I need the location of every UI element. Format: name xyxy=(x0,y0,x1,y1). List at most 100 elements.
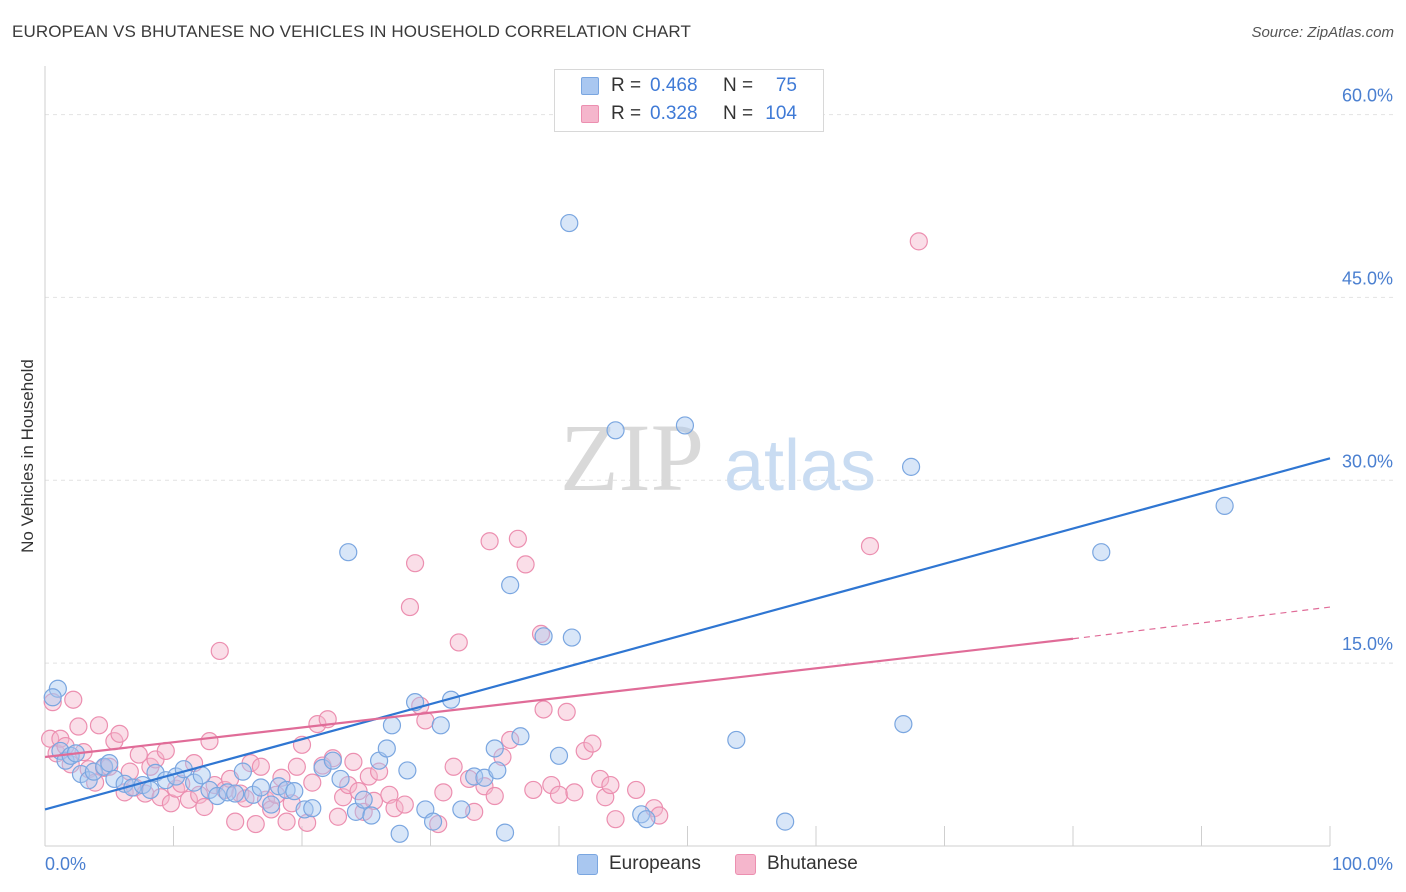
bhutanese-point xyxy=(444,757,463,776)
legend-n-value: 75 xyxy=(775,75,797,96)
europeans-point xyxy=(606,421,625,440)
legend-r-value: 0.468 xyxy=(650,75,698,96)
europeans-point xyxy=(423,812,443,831)
europeans-point xyxy=(632,805,651,824)
europeans-point xyxy=(362,806,381,825)
europeans-point xyxy=(501,576,520,595)
bhutanese-point xyxy=(575,741,594,761)
europeans-point xyxy=(251,778,270,797)
legend-row-europeans: R = 0.468 N = 75 xyxy=(555,74,823,100)
europeans-point xyxy=(285,782,304,801)
europeans-point xyxy=(141,780,160,800)
bhutanese-point xyxy=(64,690,83,709)
bhutanese-point xyxy=(385,799,404,818)
bhutanese-point xyxy=(516,555,535,574)
y-tick-label: 15.0% xyxy=(1342,634,1393,654)
europeans-point xyxy=(84,762,103,781)
bhutanese-point xyxy=(277,812,296,831)
europeans-point xyxy=(105,769,124,789)
bhutanese-point xyxy=(200,732,219,751)
europeans-point xyxy=(313,758,332,778)
trend-lines xyxy=(44,457,1331,811)
y-tick-label: 60.0% xyxy=(1342,86,1393,106)
europeans-point xyxy=(339,543,358,562)
europeans-point xyxy=(637,810,656,829)
bhutanese-point xyxy=(43,693,62,712)
europeans-point xyxy=(511,727,530,746)
bhutanese-point xyxy=(349,782,368,801)
legend-n-label: N = xyxy=(723,75,754,96)
legend-swatch-europeans xyxy=(581,77,599,95)
europeans-point xyxy=(562,628,581,647)
europeans-point xyxy=(218,783,237,802)
legend-r-label: R = xyxy=(611,103,642,124)
europeans-point xyxy=(1092,543,1111,562)
bhutanese-point xyxy=(246,814,265,834)
bhutanese-point xyxy=(508,529,527,548)
europeans-point xyxy=(354,790,373,809)
bhutanese-point xyxy=(557,702,576,722)
europeans-point xyxy=(776,812,795,831)
bhutanese-point xyxy=(226,812,245,831)
bhutanese-point xyxy=(480,532,499,551)
europeans-point xyxy=(452,800,471,819)
europeans-point xyxy=(208,786,227,806)
legend-swatch-bhutanese xyxy=(581,105,599,123)
watermark: ZIP atlas xyxy=(560,404,876,511)
bhutanese-point xyxy=(909,232,928,251)
bhutanese-point xyxy=(549,785,569,804)
europeans-point xyxy=(56,751,75,770)
europeans-point xyxy=(901,457,921,476)
legend-n-label: N = xyxy=(723,103,754,124)
bhutanese-point xyxy=(485,786,504,806)
legend-box: R = 0.468 N = 75 R = 0.328 N = 104 xyxy=(554,69,824,132)
europeans-point xyxy=(894,714,913,734)
bhutanese-point xyxy=(251,757,270,776)
europeans-point xyxy=(295,800,314,819)
bhutanese-point xyxy=(359,767,378,786)
bhutanese-point xyxy=(601,775,620,795)
europeans-point xyxy=(48,679,67,698)
bhutanese-point xyxy=(110,724,129,743)
bhutanese-point xyxy=(303,773,322,792)
x-tick-label: 100.0% xyxy=(1332,854,1393,874)
x-tick-label: 0.0% xyxy=(45,854,86,874)
europeans-point xyxy=(560,213,579,233)
europeans-point xyxy=(398,761,417,780)
bhutanese-point xyxy=(606,810,625,829)
europeans-point xyxy=(390,824,409,843)
bhutanese-point xyxy=(405,554,425,573)
europeans-point xyxy=(277,780,296,800)
europeans-trend-line xyxy=(44,457,1331,811)
bottom-legend-swatch-europeans xyxy=(577,854,598,875)
europeans-point xyxy=(79,771,98,790)
y-tick-label: 30.0% xyxy=(1342,451,1393,471)
bhutanese-point xyxy=(179,790,199,809)
legend-n-value: 104 xyxy=(765,103,797,124)
bhutanese-point xyxy=(434,783,453,802)
bhutanese-point xyxy=(591,769,610,789)
watermark-atlas: atlas xyxy=(724,426,876,506)
europeans-point xyxy=(727,730,746,750)
axes xyxy=(44,66,1331,847)
bhutanese-point xyxy=(151,788,170,807)
europeans-point xyxy=(244,785,263,804)
europeans-point xyxy=(488,761,507,780)
bhutanese-point xyxy=(524,780,543,800)
europeans-point xyxy=(262,795,281,814)
bhutanese-point xyxy=(860,537,880,556)
europeans-point xyxy=(534,627,553,646)
legend-r-label: R = xyxy=(611,75,642,96)
bhutanese-point xyxy=(531,624,551,643)
bhutanese-point xyxy=(400,597,420,617)
bhutanese-point xyxy=(501,730,520,750)
bhutanese-point xyxy=(583,734,602,753)
europeans-point xyxy=(184,773,204,792)
europeans-point xyxy=(549,746,569,765)
europeans-point xyxy=(226,784,245,803)
europeans-point xyxy=(431,716,450,735)
bhutanese-point xyxy=(156,741,175,761)
bhutanese-point xyxy=(210,641,229,661)
europeans-point xyxy=(43,688,62,707)
grid-lines xyxy=(45,114,1395,664)
